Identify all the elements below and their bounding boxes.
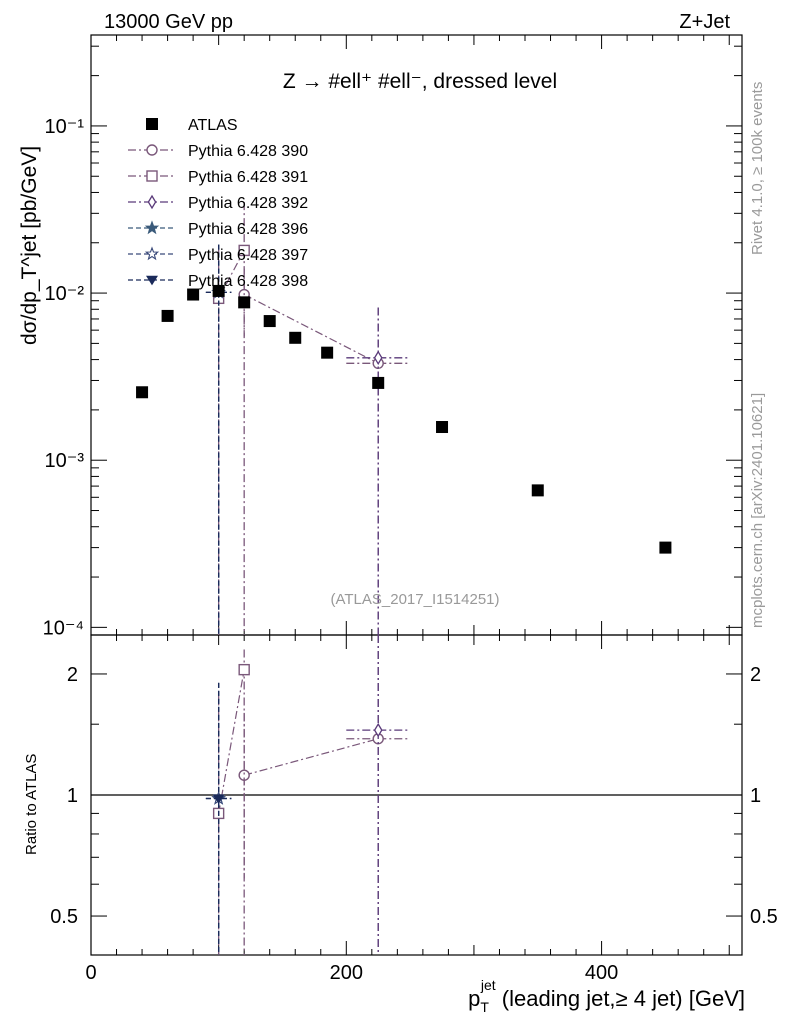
- legend-label: Pythia 6.428 397: [188, 247, 308, 264]
- legend-marker: [144, 246, 160, 261]
- atlas-point: [238, 296, 251, 309]
- atlas-point: [372, 376, 385, 389]
- top-y-axis-label: dσ/dp_T^jet [pb/GeV]: [18, 146, 41, 345]
- mc-ratio-line-0: [244, 738, 379, 776]
- mc-point: [238, 244, 250, 257]
- atlas-point: [187, 288, 200, 301]
- atlas-point: [161, 309, 174, 322]
- x-tick-label: 200: [330, 962, 363, 984]
- legend-marker: [144, 220, 160, 235]
- ratio-tick-label-left: 1: [67, 785, 78, 807]
- legend-marker: [147, 194, 157, 210]
- ratio-tick-label-right: 2: [750, 664, 761, 686]
- y-tick-label: 10⁻⁴: [43, 617, 84, 639]
- mc-ratio-point: [238, 663, 250, 676]
- x-axis-label: pTjet (leading jet,≥ 4 jet) [GeV]: [468, 977, 745, 1015]
- legend-marker: [146, 118, 158, 130]
- legend-marker: [146, 170, 158, 182]
- ratio-tick-label-right: 1: [750, 785, 761, 807]
- atlas-point: [289, 331, 302, 344]
- x-axis-label-p: p: [468, 986, 480, 1011]
- atlas-point: [212, 284, 225, 297]
- mc-ratio-point: [373, 722, 383, 738]
- atlas-point: [321, 346, 334, 359]
- data-marks: [136, 202, 672, 955]
- mc-ratio-point: [212, 794, 225, 804]
- energy-label: 13000 GeV pp: [104, 11, 233, 33]
- plot-title: Z → #ell⁺ #ell⁻, dressed level: [283, 70, 557, 93]
- mc-ratio-line-1: [218, 669, 245, 814]
- rivet-label: Rivet 4.1.0, ≥ 100k events: [749, 82, 766, 255]
- legend-label: Pythia 6.428 398: [188, 273, 308, 290]
- axis-ticks: 0 200 400 10⁻¹ 10⁻² 10⁻³ 10⁻⁴ 2 2 1 1 0.5 0.5: [43, 35, 778, 984]
- x-tick-label: 0: [85, 962, 96, 984]
- x-tick-label: 400: [585, 962, 618, 984]
- mc-point: [373, 350, 383, 366]
- legend-label: Pythia 6.428 390: [188, 143, 308, 160]
- legend-label: Pythia 6.428 392: [188, 195, 308, 212]
- atlas-point: [263, 315, 276, 328]
- atlas-point: [659, 541, 672, 554]
- y-tick-label: 10⁻³: [45, 450, 85, 472]
- analysis-watermark: (ATLAS_2017_I1514251): [330, 591, 499, 608]
- legend-label: ATLAS: [188, 117, 238, 134]
- legend-marker: [146, 144, 158, 156]
- x-axis-label-rest: (leading jet,≥ 4 jet) [GeV]: [496, 986, 745, 1011]
- ratio-tick-label-right: 0.5: [750, 906, 778, 928]
- y-tick-label: 10⁻²: [45, 283, 85, 305]
- legend-label: Pythia 6.428 391: [188, 169, 308, 186]
- atlas-point: [436, 421, 449, 434]
- mc-line-1: [218, 250, 245, 299]
- ratio-tick-label-left: 0.5: [50, 906, 78, 928]
- y-tick-label: 10⁻¹: [45, 116, 85, 138]
- atlas-point: [136, 386, 149, 399]
- x-axis-label-sub: T: [480, 999, 489, 1015]
- legend-label: Pythia 6.428 396: [188, 221, 308, 238]
- mcplots-label: mcplots.cern.ch [arXiv:2401.10621]: [749, 393, 766, 628]
- atlas-point: [531, 484, 544, 497]
- legend: ATLAS Pythia 6.428 390 Pythia 6.428 391 Pyt…: [128, 117, 308, 290]
- legend-marker: [146, 275, 158, 286]
- ratio-y-axis-label: Ratio to ATLAS: [23, 754, 40, 855]
- mc-lines: [218, 250, 379, 814]
- mc-line-0: [243, 294, 379, 364]
- process-label: Z+Jet: [679, 11, 730, 33]
- x-axis-label-sup: jet: [480, 977, 496, 993]
- ratio-tick-label-left: 2: [67, 664, 78, 686]
